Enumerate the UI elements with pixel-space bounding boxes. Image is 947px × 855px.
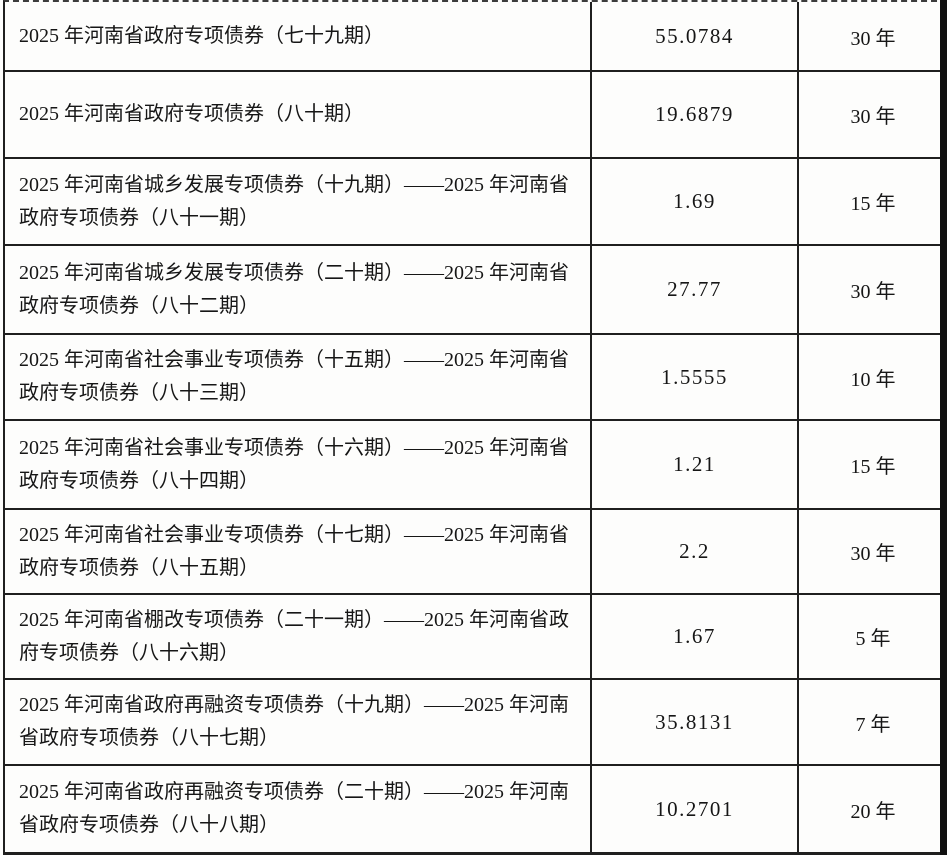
bond-name-cell: 2025 年河南省棚改专项债券（二十一期）——2025 年河南省政府专项债券（八… — [19, 608, 569, 664]
term-cell: 15 年 — [797, 159, 947, 244]
amount-cell: 2.2 — [590, 510, 797, 593]
table-row: 2025 年河南省社会事业专项债券（十七期）——2025 年河南省政府专项债券（… — [5, 510, 947, 595]
table-row: 2025 年河南省政府再融资专项债券（二十期）——2025 年河南省政府专项债券… — [5, 766, 947, 855]
bond-name-cell: 2025 年河南省社会事业专项债券（十六期）——2025 年河南省政府专项债券（… — [19, 436, 569, 492]
scan-edge-artifact — [940, 0, 947, 855]
amount-cell: 19.6879 — [590, 72, 797, 157]
amount-cell: 1.67 — [590, 595, 797, 678]
amount-cell: 1.69 — [590, 159, 797, 244]
table-row: 2025 年河南省城乡发展专项债券（二十期）——2025 年河南省政府专项债券（… — [5, 246, 947, 335]
amount-cell: 10.2701 — [590, 766, 797, 852]
amount-cell: 35.8131 — [590, 680, 797, 764]
bond-name-cell: 2025 年河南省社会事业专项债券（十七期）——2025 年河南省政府专项债券（… — [19, 523, 569, 579]
term-cell: 30 年 — [797, 510, 947, 593]
amount-cell: 27.77 — [590, 246, 797, 333]
table-row: 2025 年河南省政府专项债券（七十九期） 55.0784 30 年 — [5, 2, 947, 72]
table-row: 2025 年河南省社会事业专项债券（十六期）——2025 年河南省政府专项债券（… — [5, 421, 947, 510]
term-cell: 7 年 — [797, 680, 947, 764]
table-row: 2025 年河南省政府再融资专项债券（十九期）——2025 年河南省政府专项债券… — [5, 680, 947, 766]
term-cell: 15 年 — [797, 421, 947, 508]
term-cell: 30 年 — [797, 246, 947, 333]
table-row: 2025 年河南省政府专项债券（八十期） 19.6879 30 年 — [5, 72, 947, 159]
term-cell: 20 年 — [797, 766, 947, 852]
bond-name-cell: 2025 年河南省政府专项债券（七十九期） — [19, 24, 384, 47]
bond-name-cell: 2025 年河南省城乡发展专项债券（二十期）——2025 年河南省政府专项债券（… — [19, 261, 569, 317]
table-row: 2025 年河南省城乡发展专项债券（十九期）——2025 年河南省政府专项债券（… — [5, 159, 947, 246]
term-cell: 10 年 — [797, 335, 947, 419]
term-cell: 5 年 — [797, 595, 947, 678]
bond-name-cell: 2025 年河南省城乡发展专项债券（十九期）——2025 年河南省政府专项债券（… — [19, 173, 569, 229]
amount-cell: 55.0784 — [590, 2, 797, 70]
amount-cell: 1.5555 — [590, 335, 797, 419]
bond-name-cell: 2025 年河南省社会事业专项债券（十五期）——2025 年河南省政府专项债券（… — [19, 349, 569, 404]
table-row: 2025 年河南省社会事业专项债券（十五期）——2025 年河南省政府专项债券（… — [5, 335, 947, 421]
bond-name-cell: 2025 年河南省政府专项债券（八十期） — [19, 103, 364, 125]
bond-name-cell: 2025 年河南省政府再融资专项债券（二十期）——2025 年河南省政府专项债券… — [19, 781, 569, 836]
term-cell: 30 年 — [797, 72, 947, 157]
bond-name-cell: 2025 年河南省政府再融资专项债券（十九期）——2025 年河南省政府专项债券… — [19, 694, 569, 749]
term-cell: 30 年 — [797, 2, 947, 70]
amount-cell: 1.21 — [590, 421, 797, 508]
table-row: 2025 年河南省棚改专项债券（二十一期）——2025 年河南省政府专项债券（八… — [5, 595, 947, 680]
bond-table: 2025 年河南省政府专项债券（七十九期） 55.0784 30 年 2025 … — [3, 0, 947, 855]
